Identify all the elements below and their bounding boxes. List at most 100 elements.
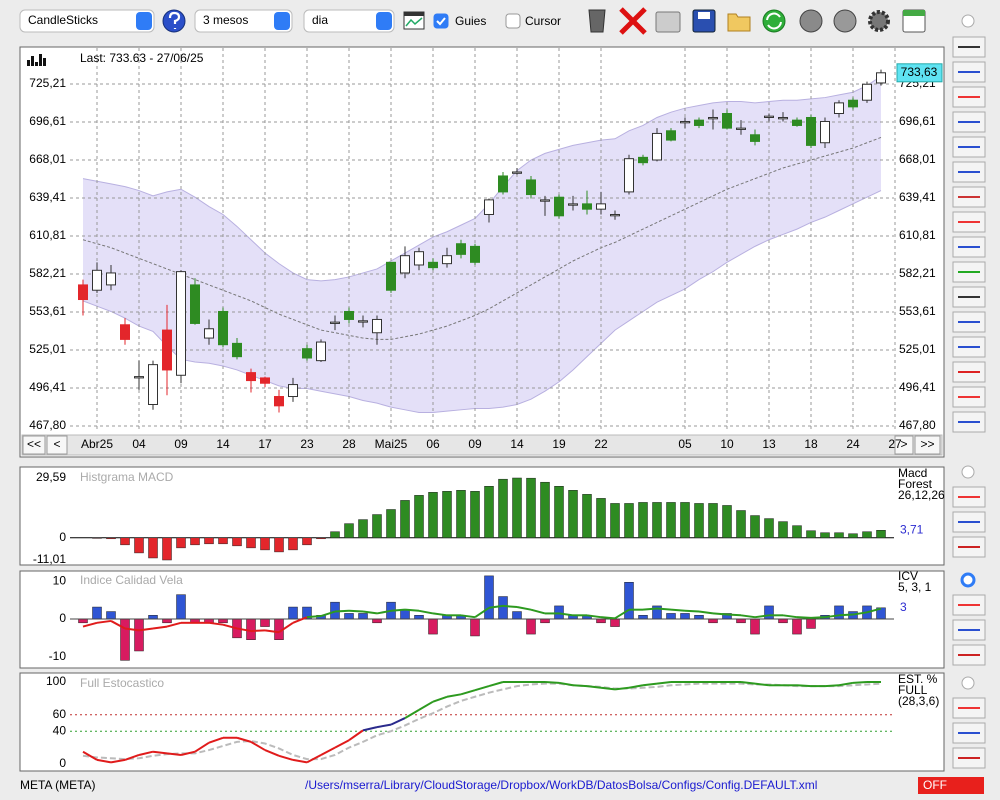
candle-body xyxy=(582,203,592,210)
header-icon-bar xyxy=(39,54,42,66)
header-icon-bar xyxy=(43,58,46,66)
signal-segment xyxy=(754,614,770,619)
style-select-text: CandleSticks xyxy=(28,13,98,27)
style-select[interactable] xyxy=(19,9,155,33)
candle-body xyxy=(456,243,466,255)
bar xyxy=(316,537,326,540)
k-segment xyxy=(656,681,672,685)
k-segment xyxy=(194,741,210,753)
y-tick-label: 696,61 xyxy=(29,114,66,128)
y-tick-label: 0 xyxy=(59,756,66,770)
bar xyxy=(512,477,522,539)
candle-body xyxy=(750,134,760,142)
bar xyxy=(358,519,368,539)
candle-body xyxy=(596,203,606,210)
candle-body xyxy=(344,310,354,320)
k-segment xyxy=(544,681,560,684)
k-segment xyxy=(292,758,308,764)
reload-icon[interactable] xyxy=(799,9,823,33)
bar xyxy=(232,537,242,547)
nav-button[interactable] xyxy=(894,435,914,455)
signal-segment xyxy=(376,609,392,615)
settings-icon[interactable] xyxy=(868,10,890,32)
guides-checkbox[interactable] xyxy=(433,13,449,29)
bar xyxy=(386,509,396,539)
candle-body xyxy=(134,376,144,379)
candle-body xyxy=(148,364,158,405)
candle-body xyxy=(246,372,256,382)
x-tick-label: 22 xyxy=(594,437,608,451)
bar xyxy=(204,537,214,545)
candle-body xyxy=(176,271,186,376)
bar xyxy=(498,596,508,620)
bar xyxy=(134,618,144,652)
nav-button[interactable] xyxy=(22,435,46,455)
bar xyxy=(106,611,116,620)
select-arrow xyxy=(376,12,392,30)
legend-text: Forest xyxy=(898,477,933,491)
band-edge xyxy=(82,190,882,413)
signal-segment xyxy=(488,604,504,609)
x-tick-label: 09 xyxy=(468,437,482,451)
bar xyxy=(330,531,340,539)
bar xyxy=(694,503,704,539)
signal-segment xyxy=(222,623,238,630)
signal-segment xyxy=(586,614,602,619)
radio[interactable] xyxy=(961,465,975,479)
k-segment xyxy=(362,726,378,732)
signal-segment xyxy=(124,627,140,632)
candle-body xyxy=(484,199,494,215)
radio[interactable] xyxy=(960,572,976,588)
signal-segment xyxy=(138,627,154,632)
y-tick-label: 725,21 xyxy=(29,76,66,90)
k-segment xyxy=(754,682,770,687)
bar xyxy=(582,494,592,539)
nav-button[interactable] xyxy=(914,435,941,455)
cursor-checkbox[interactable] xyxy=(505,13,521,29)
chart-icon[interactable] xyxy=(403,11,425,30)
bar xyxy=(120,537,130,546)
radio[interactable] xyxy=(961,676,975,690)
candle-body xyxy=(232,342,242,358)
period-select-text: 3 mesos xyxy=(203,13,248,27)
radio[interactable] xyxy=(961,14,975,28)
nav-button[interactable] xyxy=(46,435,68,455)
sidebar xyxy=(952,36,986,769)
euro-icon[interactable] xyxy=(833,9,857,33)
bar xyxy=(554,486,564,539)
bar xyxy=(218,537,228,545)
bar xyxy=(246,618,256,640)
signal-segment xyxy=(82,621,98,628)
off-button[interactable] xyxy=(918,777,984,794)
period-select[interactable] xyxy=(194,9,293,33)
y-tick-label: 60 xyxy=(53,707,67,721)
k-segment xyxy=(474,685,490,692)
k-segment xyxy=(376,723,392,729)
bar xyxy=(778,521,788,539)
legend-text: 5, 3, 1 xyxy=(898,580,932,594)
open-icon[interactable] xyxy=(727,13,751,32)
y-tick-label: 525,01 xyxy=(29,342,66,356)
legend-text: (28,3,6) xyxy=(898,694,939,708)
camera-icon[interactable] xyxy=(655,11,681,33)
current-value: 3,71 xyxy=(900,522,924,536)
y-tick-label: 0 xyxy=(59,611,66,625)
y-tick-label: 553,61 xyxy=(899,304,936,318)
x-tick-label: 06 xyxy=(426,437,440,451)
bar xyxy=(400,500,410,539)
k-segment xyxy=(572,684,588,688)
x-tick-label: 04 xyxy=(132,437,146,451)
candle-body xyxy=(316,341,326,362)
k-segment xyxy=(838,681,854,687)
interval-select[interactable] xyxy=(303,9,395,33)
trash-icon[interactable] xyxy=(588,9,606,33)
save-label xyxy=(698,12,710,19)
signal-segment xyxy=(502,604,518,609)
y-tick-label: 496,41 xyxy=(899,380,936,394)
nav-button-text: << xyxy=(27,437,41,451)
candle-body xyxy=(372,318,382,334)
signal-segment xyxy=(460,614,476,619)
k-segment xyxy=(796,684,812,688)
delete-icon[interactable] xyxy=(619,7,647,35)
